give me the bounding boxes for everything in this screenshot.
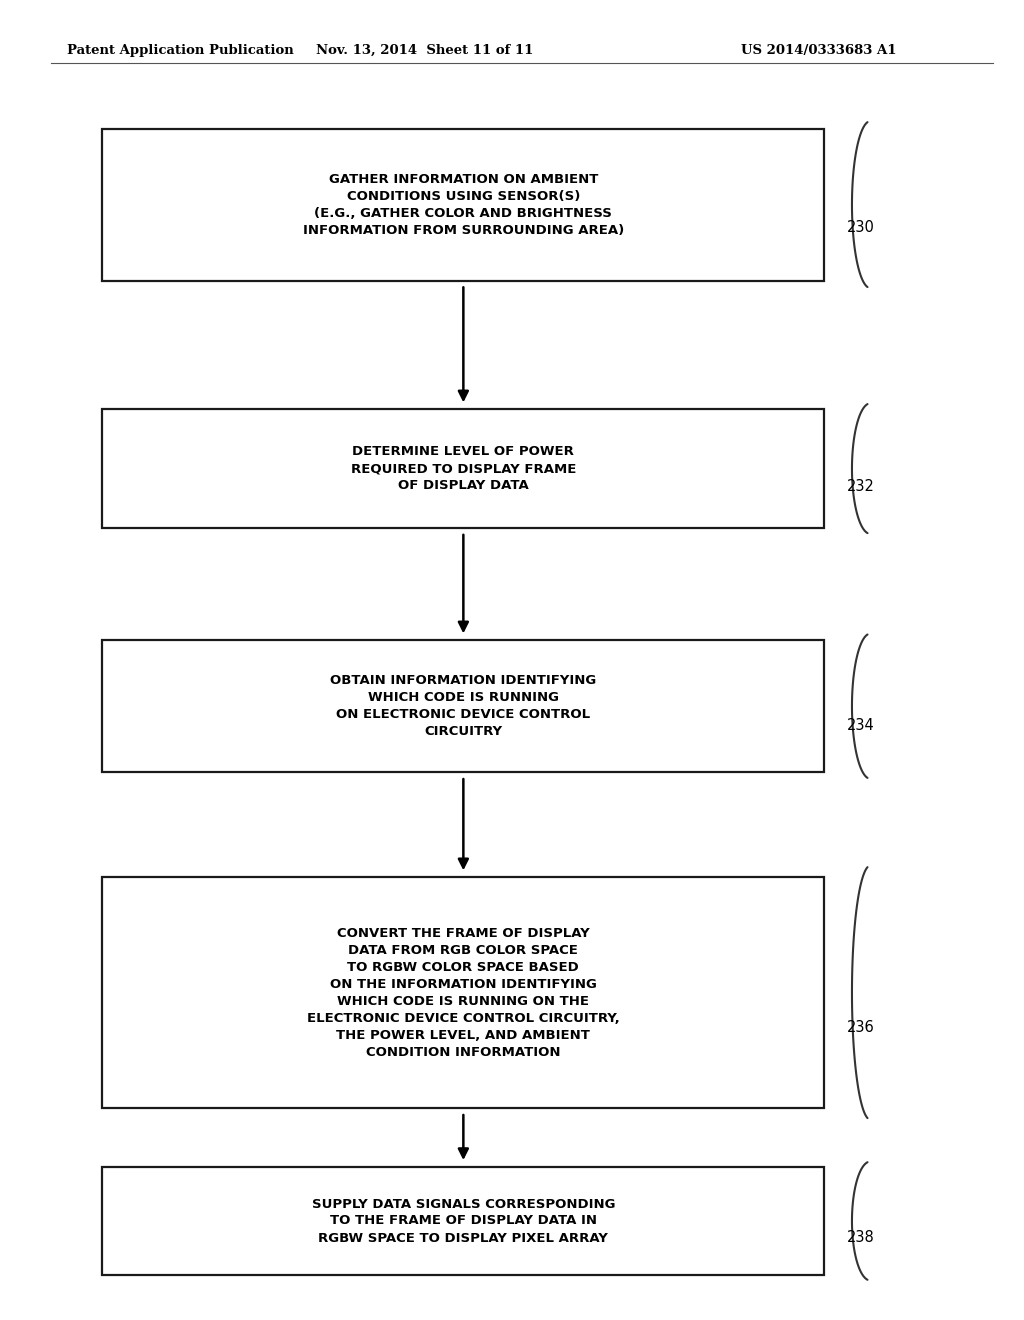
Text: GATHER INFORMATION ON AMBIENT
CONDITIONS USING SENSOR(S)
(E.G., GATHER COLOR AND: GATHER INFORMATION ON AMBIENT CONDITIONS… [303,173,624,236]
Text: 236: 236 [847,1020,874,1035]
Bar [102,129,824,281]
Text: 232: 232 [847,479,874,494]
Text: DETERMINE LEVEL OF POWER
REQUIRED TO DISPLAY FRAME
OF DISPLAY DATA: DETERMINE LEVEL OF POWER REQUIRED TO DIS… [350,445,577,492]
Text: Patent Application Publication: Patent Application Publication [67,44,293,57]
Bar [102,876,824,1109]
Bar [102,409,824,528]
Text: SUPPLY DATA SIGNALS CORRESPONDING
TO THE FRAME OF DISPLAY DATA IN
RGBW SPACE TO : SUPPLY DATA SIGNALS CORRESPONDING TO THE… [311,1197,615,1245]
Text: 234: 234 [847,718,874,734]
Text: 238: 238 [847,1230,874,1245]
Bar [102,640,824,772]
Text: OBTAIN INFORMATION IDENTIFYING
WHICH CODE IS RUNNING
ON ELECTRONIC DEVICE CONTRO: OBTAIN INFORMATION IDENTIFYING WHICH COD… [330,675,597,738]
Text: Nov. 13, 2014  Sheet 11 of 11: Nov. 13, 2014 Sheet 11 of 11 [316,44,534,57]
Text: US 2014/0333683 A1: US 2014/0333683 A1 [741,44,897,57]
Text: 230: 230 [847,220,874,235]
Text: CONVERT THE FRAME OF DISPLAY
DATA FROM RGB COLOR SPACE
TO RGBW COLOR SPACE BASED: CONVERT THE FRAME OF DISPLAY DATA FROM R… [307,927,620,1059]
Bar [102,1167,824,1275]
